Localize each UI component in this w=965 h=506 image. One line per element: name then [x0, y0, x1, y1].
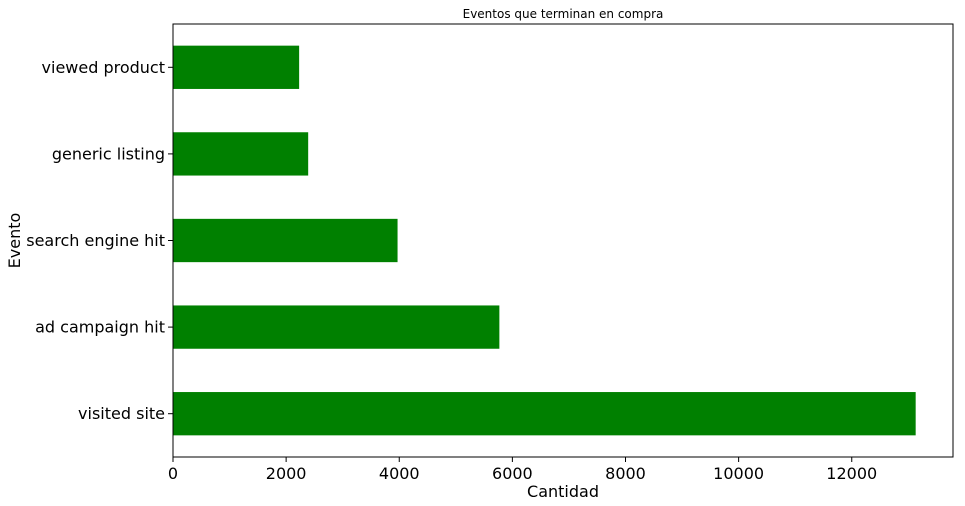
- y-tick-label: visited site: [78, 404, 165, 423]
- x-axis-title: Cantidad: [527, 482, 599, 501]
- y-tick-label: generic listing: [52, 144, 165, 163]
- bar-ad-campaign-hit: [173, 305, 500, 349]
- x-tick-label: 0: [168, 464, 178, 483]
- x-ticks-group: 0 2000 4000 6000 8000 10000 12000: [168, 457, 877, 483]
- chart-title: Eventos que terminan en compra: [463, 7, 664, 21]
- x-tick-label: 2000: [266, 464, 307, 483]
- y-tick-label: ad campaign hit: [35, 318, 165, 337]
- y-axis-title: Evento: [5, 213, 24, 269]
- y-tick-label: viewed product: [42, 58, 165, 77]
- bar-generic-listing: [173, 132, 309, 176]
- x-tick-label: 12000: [826, 464, 877, 483]
- x-tick-label: 10000: [713, 464, 764, 483]
- bar-visited-site: [173, 392, 916, 436]
- x-tick-label: 8000: [605, 464, 646, 483]
- plot-frame: [172, 23, 954, 458]
- y-ticks-group: visited site ad campaign hit search engine…: [26, 58, 173, 423]
- x-tick-label: 6000: [492, 464, 533, 483]
- bar-viewed-product: [173, 45, 300, 89]
- x-tick-label: 4000: [379, 464, 420, 483]
- bar-search-engine-hit: [173, 218, 398, 263]
- y-tick-label: search engine hit: [26, 231, 165, 250]
- bars-group: [173, 45, 916, 436]
